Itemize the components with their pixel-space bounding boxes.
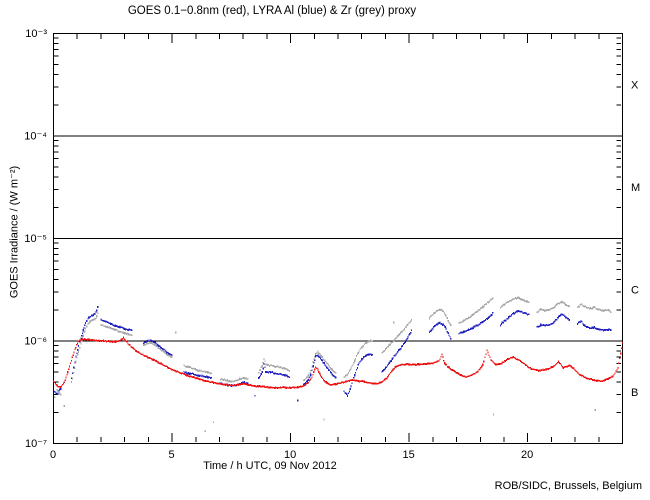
series-zr [54,296,612,433]
series-al [54,306,612,402]
y-axis-label: GOES Irradiance / (W m⁻²) [8,165,21,299]
x-tick-label: 20 [521,449,533,461]
flare-class-label-M: M [631,182,640,194]
x-tick-label: 0 [50,449,56,461]
series-goes [53,336,624,389]
y-tick-label: 10⁻⁷ [25,438,47,450]
y-tick-label: 10⁻⁴ [24,131,47,143]
flare-class-label-X: X [631,79,639,91]
y-tick-label: 10⁻⁵ [24,233,47,245]
chart-title: GOES 0.1−0.8nm (red), LYRA Al (blue) & Z… [127,5,417,17]
flare-class-label-B: B [631,387,638,399]
y-tick-label: 10⁻³ [25,28,47,40]
x-tick-label: 10 [284,449,296,461]
x-tick-label: 5 [168,449,174,461]
x-axis-label: Time / h UTC, 09 Nov 2012 [203,460,337,472]
y-tick-label: 10⁻⁶ [24,336,47,348]
x-tick-label: 15 [403,449,415,461]
credit-text: ROB/SIDC, Brussels, Belgium [494,480,642,492]
flare-class-label-C: C [631,284,639,296]
